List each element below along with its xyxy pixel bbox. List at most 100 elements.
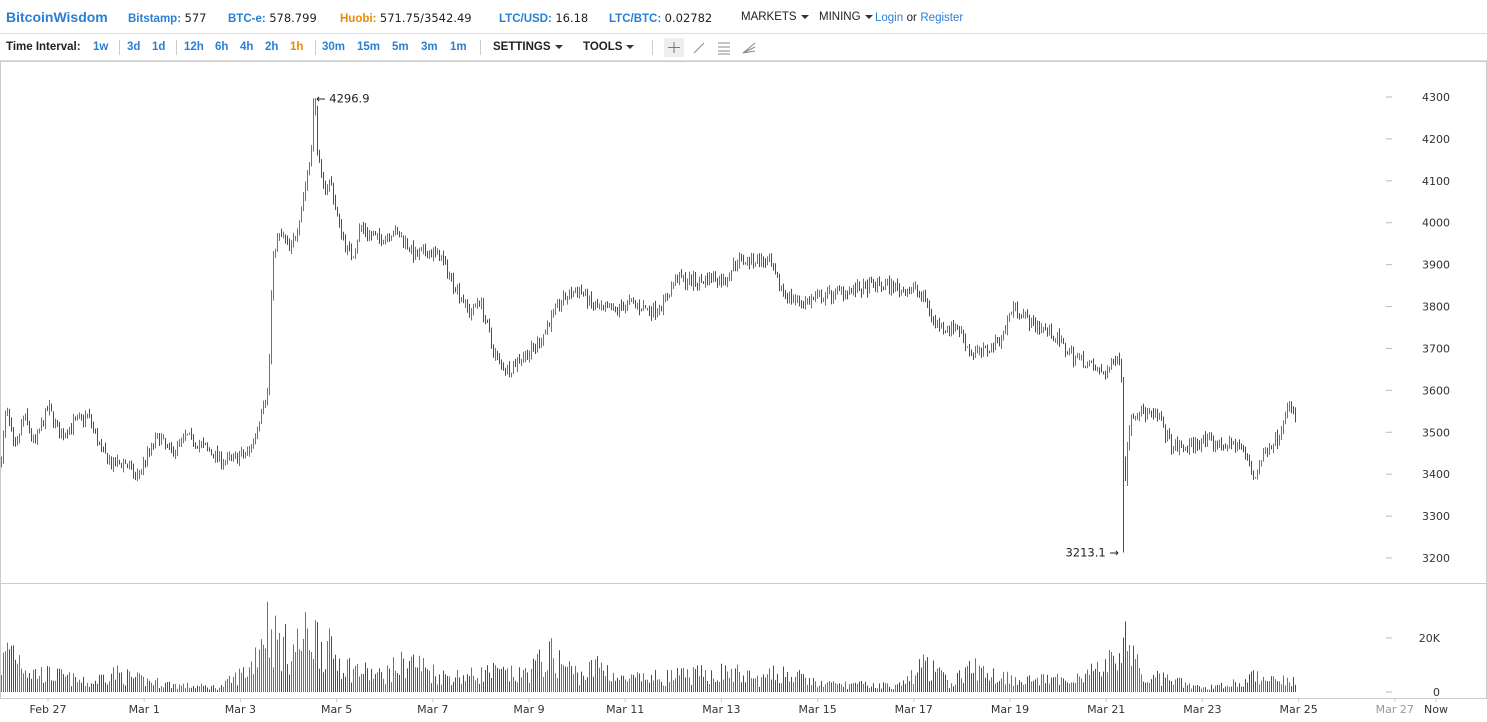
candle-body: [461, 298, 462, 300]
candle-body: [1143, 406, 1144, 413]
brand-logo[interactable]: BitcoinWisdom: [6, 9, 108, 25]
candle-body: [289, 241, 290, 249]
candle-body: [451, 274, 452, 277]
candle-body: [933, 317, 934, 320]
candle-body: [1041, 328, 1042, 330]
settings-menu[interactable]: SETTINGS: [493, 41, 563, 53]
candle-body: [1085, 365, 1086, 367]
candle-body: [1239, 444, 1240, 447]
candle-body: [563, 294, 564, 303]
interval-1m[interactable]: 1m: [450, 41, 467, 53]
time-interval-label: Time Interval:: [6, 41, 81, 53]
candle-body: [623, 307, 624, 311]
candle-body: [955, 327, 956, 332]
candle-body: [859, 284, 860, 291]
candle-body: [1071, 350, 1072, 352]
candle-body: [805, 300, 806, 306]
candle-body: [861, 290, 862, 294]
candle-body: [499, 356, 500, 361]
candle-body: [433, 250, 434, 257]
time-tick-label: Mar 9: [513, 703, 544, 716]
candle-body: [271, 294, 272, 360]
interval-1w[interactable]: 1w: [93, 41, 109, 53]
candle-body: [467, 299, 468, 308]
candle-body: [729, 277, 730, 280]
candle-body: [1195, 440, 1196, 449]
interval-12h[interactable]: 12h: [184, 41, 204, 53]
divider: [480, 40, 481, 55]
candle-body: [87, 414, 88, 416]
candle-body: [611, 306, 612, 311]
candle-body: [209, 448, 210, 452]
candle-body: [967, 346, 968, 348]
markets-label: MARKETS: [741, 11, 797, 23]
candle-body: [389, 235, 390, 239]
candlesticks: [1, 98, 1296, 553]
interval-2h[interactable]: 2h: [265, 41, 279, 53]
ticker-ltc-btc[interactable]: LTC/BTC: 0.02782: [609, 11, 712, 25]
chart-area[interactable]: 4300 4200 4100 4000 3900 3800 3700 3600 3500 3400…: [0, 61, 1487, 719]
tools-menu[interactable]: TOOLS: [583, 41, 635, 53]
interval-1d[interactable]: 1d: [152, 41, 166, 53]
interval-6h[interactable]: 6h: [215, 41, 229, 53]
candle-body: [567, 298, 568, 300]
candle-body: [699, 277, 700, 285]
divider: [315, 40, 316, 55]
candle-body: [341, 221, 342, 237]
candle-body: [1005, 330, 1006, 332]
candle-body: [335, 200, 336, 208]
candle-body: [1061, 340, 1062, 343]
interval-3m[interactable]: 3m: [421, 41, 438, 53]
candle-body: [1121, 362, 1122, 379]
candle-body: [1243, 447, 1244, 453]
ticker-huobi[interactable]: Huobi: 571.75/3542.49: [340, 11, 472, 25]
interval-15m[interactable]: 15m: [357, 41, 381, 53]
line-draw-icon[interactable]: [689, 38, 709, 57]
candle-body: [1207, 436, 1208, 442]
interval-3d[interactable]: 3d: [127, 41, 141, 53]
divider: [176, 40, 177, 55]
candle-body: [301, 208, 302, 223]
candle-body: [521, 359, 522, 362]
register-link[interactable]: Register: [920, 12, 964, 24]
candle-body: [43, 422, 44, 426]
time-tick-label: Mar 27: [1376, 703, 1414, 716]
markets-menu[interactable]: MARKETS: [741, 11, 809, 23]
candle-body: [1183, 446, 1184, 449]
fan-icon[interactable]: [739, 38, 759, 57]
candle-body: [1219, 439, 1220, 448]
candle-body: [645, 305, 646, 309]
interval-5m[interactable]: 5m: [392, 41, 409, 53]
candle-body: [59, 424, 60, 439]
price-axis: 4300 4200 4100 4000 3900 3800 3700 3600 3500 3400…: [1386, 91, 1450, 565]
interval-1h[interactable]: 1h: [290, 41, 304, 53]
candle-body: [1037, 325, 1038, 329]
login-link[interactable]: Login: [875, 12, 904, 24]
ticker-btce[interactable]: BTC-e: 578.799: [228, 11, 317, 25]
interval-4h[interactable]: 4h: [240, 41, 254, 53]
candle-body: [1261, 461, 1262, 466]
ticker-ltc-usd[interactable]: LTC/USD: 16.18: [499, 11, 588, 25]
candle-body: [1221, 439, 1222, 447]
candle-body: [531, 345, 532, 355]
candle-body: [683, 276, 684, 278]
ticker-bitstamp[interactable]: Bitstamp: 577: [128, 11, 206, 25]
crosshair-icon[interactable]: [664, 38, 684, 57]
candle-body: [1181, 445, 1182, 447]
candle-body: [801, 302, 802, 304]
price-tick-label: 4100: [1422, 175, 1450, 188]
candle-body: [197, 446, 198, 449]
candle-body: [867, 284, 868, 294]
candle-body: [339, 215, 340, 222]
interval-30m[interactable]: 30m: [322, 41, 346, 53]
candle-body: [21, 424, 22, 436]
candle-body: [515, 364, 516, 367]
price-chart[interactable]: 4300 4200 4100 4000 3900 3800 3700 3600 3500 3400…: [0, 61, 1487, 719]
mining-menu[interactable]: MINING: [819, 11, 873, 23]
candle-body: [1157, 412, 1158, 419]
candle-body: [205, 443, 206, 445]
candle-body: [663, 298, 664, 310]
candle-body: [229, 456, 230, 458]
candle-body: [443, 256, 444, 261]
fibonacci-icon[interactable]: [714, 38, 734, 57]
